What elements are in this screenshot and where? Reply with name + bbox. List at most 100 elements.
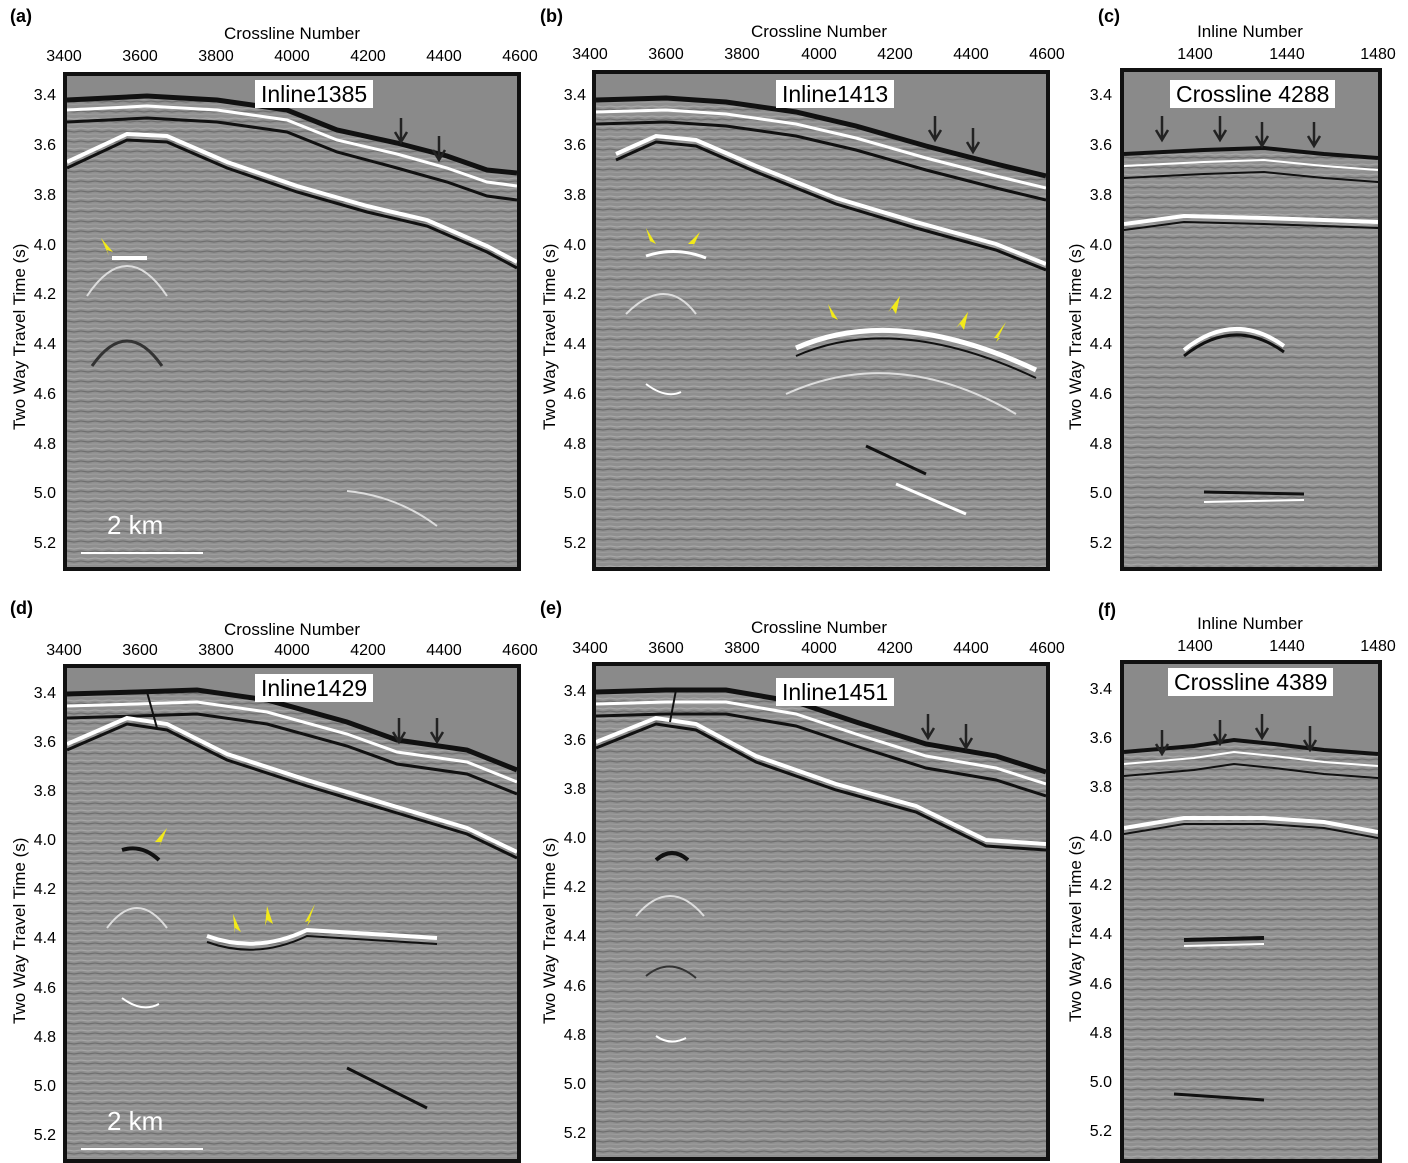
y-tick: 5.0 (563, 485, 586, 502)
y-tick: 5.2 (1089, 535, 1112, 552)
yellow-arrow-icon (888, 296, 900, 314)
seismic-section: Inline1451 (592, 662, 1050, 1161)
y-tick: 4.4 (563, 336, 586, 353)
black-arrow-icon (391, 718, 407, 745)
section-label: Crossline 4389 (1168, 668, 1334, 696)
x-tick: 3600 (648, 46, 684, 63)
y-tick: 4.2 (1089, 286, 1112, 303)
y-tick: 5.2 (33, 535, 56, 552)
seismic-image (1124, 72, 1378, 567)
section-label: Inline1385 (255, 80, 374, 108)
x-axis-title: Inline Number (1197, 22, 1303, 41)
y-tick: 3.6 (33, 734, 56, 751)
x-tick: 3800 (198, 642, 234, 659)
yellow-arrow-icon (828, 304, 838, 324)
x-tick: 3400 (572, 640, 608, 657)
y-tick: 4.2 (563, 286, 586, 303)
black-arrow-icon (958, 724, 974, 751)
x-tick: 4200 (350, 48, 386, 65)
y-tick: 3.4 (1089, 681, 1112, 698)
black-arrow-icon (920, 714, 936, 741)
yellow-arrow-icon (688, 232, 700, 249)
seismic-image (596, 74, 1046, 567)
x-tick: 4600 (502, 642, 538, 659)
y-tick: 3.6 (563, 137, 586, 154)
y-tick: 3.8 (33, 783, 56, 800)
black-arrow-icon (927, 116, 943, 143)
black-arrow-icon (393, 118, 409, 145)
y-tick: 5.0 (33, 1078, 56, 1095)
black-arrow-icon (1154, 730, 1170, 757)
yellow-arrow-icon (646, 228, 656, 248)
x-tick: 1440 (1269, 638, 1305, 655)
section-label: Inline1413 (776, 80, 895, 108)
y-tick: 5.2 (33, 1127, 56, 1144)
y-tick: 3.4 (33, 685, 56, 702)
y-tick: 3.8 (563, 187, 586, 204)
y-tick: 4.0 (563, 830, 586, 847)
black-arrow-icon (965, 128, 981, 155)
black-arrow-icon (1254, 714, 1270, 741)
scale-label: 2 km (107, 510, 164, 540)
scale-bar (81, 1148, 203, 1150)
x-tick: 4000 (801, 640, 837, 657)
x-tick: 3400 (572, 46, 608, 63)
y-tick: 5.0 (1089, 485, 1112, 502)
seismic-image (67, 668, 517, 1159)
seismic-section: Crossline 4288 (1120, 68, 1382, 571)
seismic-section: Inline1429 2 km (63, 664, 521, 1163)
seismic-section: Inline1385 2 km (63, 72, 521, 571)
section-label: Crossline 4288 (1170, 80, 1336, 108)
seismic-image (67, 76, 517, 567)
y-tick: 4.6 (1089, 386, 1112, 403)
y-tick: 4.0 (1089, 237, 1112, 254)
x-tick: 1400 (1177, 638, 1213, 655)
x-tick: 1480 (1360, 46, 1396, 63)
black-arrow-icon (429, 718, 445, 745)
yellow-arrow-icon (233, 914, 241, 934)
y-tick: 3.4 (1089, 87, 1112, 104)
x-tick: 4400 (426, 48, 462, 65)
black-arrow-icon (1212, 720, 1228, 747)
y-tick: 4.0 (33, 832, 56, 849)
y-tick: 5.0 (33, 485, 56, 502)
black-arrow-icon (1306, 122, 1322, 149)
black-arrow-icon (431, 136, 447, 163)
y-tick: 3.4 (563, 87, 586, 104)
section-label: Inline1451 (776, 678, 895, 706)
y-tick: 4.4 (563, 928, 586, 945)
x-axis-title: Crossline Number (223, 620, 361, 639)
y-tick: 4.8 (1089, 1025, 1112, 1042)
x-tick: 4600 (1029, 640, 1065, 657)
y-tick: 4.4 (1089, 336, 1112, 353)
x-tick: 4400 (426, 642, 462, 659)
x-axis-title: Crossline Number (750, 22, 888, 41)
scale-label: 2 km (107, 1106, 164, 1136)
yellow-arrow-icon (305, 904, 315, 926)
y-tick: 5.0 (563, 1076, 586, 1093)
y-tick: 3.4 (33, 87, 56, 104)
black-arrow-icon (1154, 116, 1170, 143)
x-tick: 3400 (46, 48, 82, 65)
panel-letter: (a) (10, 6, 32, 26)
x-tick: 4400 (953, 46, 989, 63)
y-tick: 4.8 (563, 436, 586, 453)
y-tick: 5.0 (1089, 1074, 1112, 1091)
y-tick: 4.8 (563, 1027, 586, 1044)
yellow-arrow-icon (994, 322, 1006, 342)
x-tick: 4200 (877, 46, 913, 63)
x-axis-title: Crossline Number (750, 618, 888, 637)
yellow-arrow-icon (956, 312, 968, 330)
x-tick: 4400 (953, 640, 989, 657)
y-tick: 3.6 (33, 137, 56, 154)
y-tick: 4.0 (1089, 828, 1112, 845)
y-tick: 4.8 (33, 436, 56, 453)
x-tick: 3800 (724, 640, 760, 657)
y-tick: 4.0 (563, 237, 586, 254)
y-tick: 3.4 (563, 683, 586, 700)
y-tick: 4.2 (33, 286, 56, 303)
x-axis-title: Crossline Number (223, 24, 361, 43)
panel-letter: (c) (1098, 6, 1120, 26)
x-tick: 1480 (1360, 638, 1396, 655)
y-tick: 4.2 (1089, 877, 1112, 894)
